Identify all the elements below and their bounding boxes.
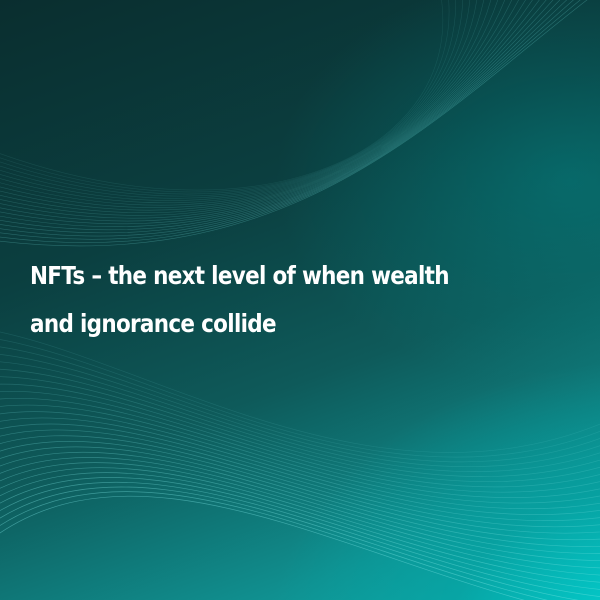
wave-line <box>0 491 548 600</box>
wave-line <box>0 0 477 201</box>
wave-line <box>0 0 519 216</box>
wave-line <box>0 435 600 534</box>
wave-line <box>0 0 505 211</box>
wave-line <box>0 472 600 583</box>
wave-line <box>0 0 574 240</box>
headline-text: NFTs – the next level of when wealth and… <box>30 261 450 338</box>
wave-line <box>0 0 491 206</box>
wave-line <box>0 429 600 528</box>
wave-line <box>0 0 581 243</box>
wave-line <box>0 354 600 467</box>
wave-line <box>0 0 484 204</box>
wave-line <box>0 486 579 600</box>
wave-line <box>0 0 547 228</box>
wave-line <box>0 398 600 498</box>
wave-line <box>0 0 588 247</box>
wave-line <box>0 0 512 214</box>
wave-line <box>0 462 600 569</box>
wave-line <box>0 0 554 231</box>
wave-line <box>0 0 450 193</box>
wave-line <box>0 369 600 477</box>
wave-line <box>0 0 568 237</box>
wave-line <box>0 417 600 516</box>
wave-line <box>0 451 600 554</box>
wave-line <box>0 0 540 225</box>
wave-line <box>0 376 600 483</box>
wave-line <box>0 446 600 547</box>
wave-line <box>0 361 600 472</box>
wave-line <box>0 0 498 208</box>
wave-line <box>0 441 600 541</box>
wave-line <box>0 404 600 504</box>
wave-line <box>0 339 600 458</box>
wave-line <box>0 331 600 453</box>
wave-line <box>0 0 561 234</box>
wave-line <box>0 390 600 493</box>
wave-line <box>0 457 600 561</box>
wave-line <box>0 346 600 463</box>
wave-line <box>0 477 600 590</box>
wave-line <box>0 383 600 488</box>
wave-line <box>0 411 600 510</box>
wave-line <box>0 482 600 597</box>
wave-line <box>0 423 600 521</box>
wave-line <box>0 0 444 191</box>
wave-line <box>0 0 470 199</box>
wave-line <box>0 0 456 195</box>
wave-line <box>0 467 600 576</box>
wave-line <box>0 0 526 219</box>
wave-line <box>0 0 463 197</box>
wave-line <box>0 495 525 600</box>
wave-line <box>0 0 533 222</box>
